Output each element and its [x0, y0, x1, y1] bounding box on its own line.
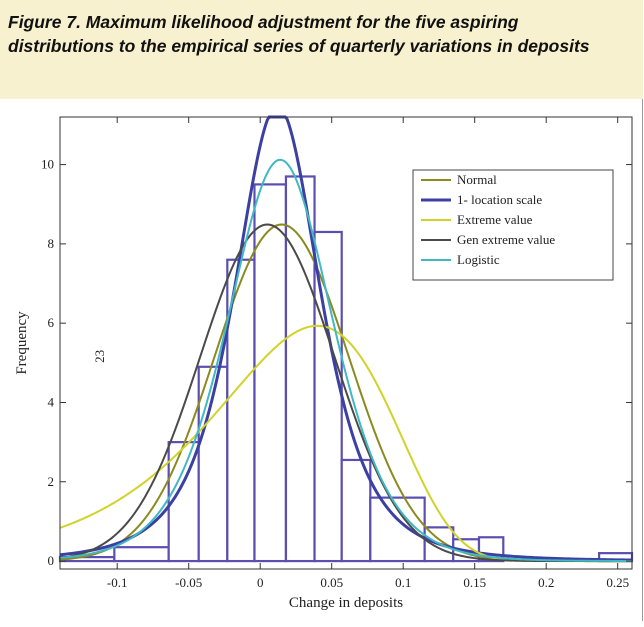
figure-caption: Figure 7. Maximum likelihood adjustment …	[8, 12, 590, 56]
x-tick-label: 0.25	[606, 575, 629, 590]
x-tick-label: 0.1	[395, 575, 411, 590]
histogram-bar-5	[253, 183, 288, 563]
x-tick-label: -0.1	[107, 575, 128, 590]
x-tick-label: 0.2	[538, 575, 554, 590]
x-axis-ticks: -0.1 -0.05 0 0.05 0.1 0.15 0.2 0.25	[107, 117, 629, 590]
y-tick-label: 4	[48, 394, 55, 409]
y-tick-label: 6	[48, 315, 55, 330]
y-tick-label: 8	[48, 236, 55, 251]
curve-1-location-scale	[59, 115, 633, 562]
histogram-bar-1	[113, 546, 170, 563]
x-tick-label: 0	[257, 575, 264, 590]
legend: Normal 1- location scale Extreme value Gen …	[412, 169, 614, 281]
legend-label: Logistic	[457, 252, 500, 267]
chart-annotation: 23	[92, 350, 107, 363]
y-axis-ticks: 0 2 4 6 8 10	[41, 157, 632, 568]
x-tick-label: 0.15	[463, 575, 486, 590]
chart-container: -0.1 -0.05 0 0.05 0.1 0.15 0.2 0.25 0 2 4 6 8 10 23 …	[0, 99, 644, 622]
y-axis-label: Frequency	[14, 311, 30, 375]
histogram-bar-8	[340, 458, 372, 563]
legend-label: 1- location scale	[457, 192, 542, 207]
plot-area-border	[59, 116, 633, 570]
curve-gen-extreme-value	[59, 223, 632, 563]
histogram-bar-4	[226, 258, 256, 563]
legend-label: Normal	[457, 172, 497, 187]
legend-label: Extreme value	[457, 212, 533, 227]
y-tick-label: 0	[48, 553, 55, 568]
legend-label: Gen extreme value	[457, 232, 555, 247]
y-tick-label: 2	[48, 474, 55, 489]
caption-background	[0, 0, 643, 99]
x-tick-label: 0.05	[320, 575, 343, 590]
curve-logistic	[59, 158, 632, 562]
legend-box	[412, 169, 614, 281]
distribution-curves	[59, 115, 633, 563]
x-tick-label: -0.05	[175, 575, 202, 590]
x-axis-label: Change in deposits	[289, 595, 403, 611]
y-tick-label: 10	[41, 157, 54, 172]
